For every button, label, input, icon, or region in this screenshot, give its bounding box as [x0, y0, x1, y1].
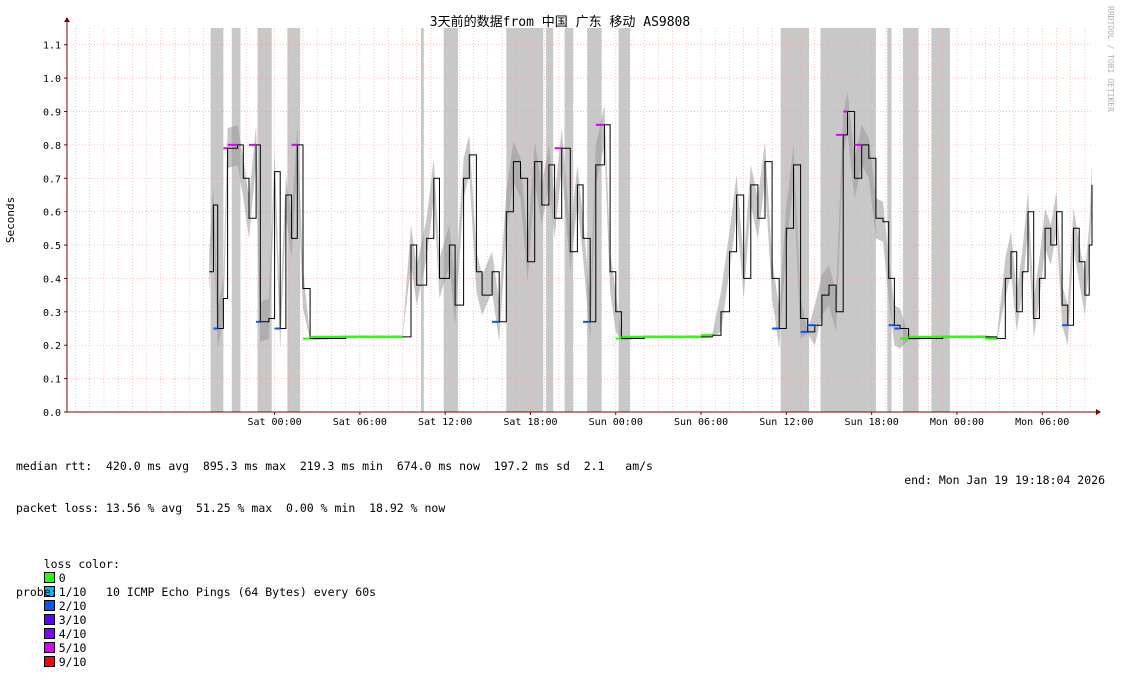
loss-band: [780, 28, 810, 412]
loss-band: [257, 28, 272, 412]
loss-swatch: [43, 656, 55, 667]
loss-band: [820, 28, 876, 412]
axes: [64, 17, 1101, 415]
loss-band: [618, 28, 630, 412]
y-tick-label: 0.2: [43, 341, 61, 352]
loss-band: [887, 28, 892, 412]
latency-chart: 3天前的数据from 中国 广东 移动 AS9808 Seconds RRDTO…: [4, 6, 1115, 428]
y-tick-label: 0.5: [43, 241, 61, 252]
rtt-median-line: [209, 111, 1093, 339]
probe-value: 10 ICMP Echo Pings (64 Bytes) every 60s: [106, 585, 377, 599]
x-axis-arrow: [1096, 409, 1101, 415]
x-tick-label: Sun 06:00: [674, 417, 728, 428]
x-axis-ticks: Sat 00:00 Sat 06:00 Sat 12:00 Sat 18:00 Sun …: [247, 412, 1069, 428]
y-tick-label: 0.8: [43, 141, 61, 152]
y-axis-label: Seconds: [4, 197, 17, 243]
y-tick-label: 0.9: [43, 107, 61, 118]
end-timestamp: end: Mon Jan 19 19:18:04 2026: [904, 473, 1105, 487]
loss-band: [902, 28, 919, 412]
loss-swatch: [43, 628, 55, 639]
x-tick-label: Sat 06:00: [333, 417, 387, 428]
x-tick-label: Sat 00:00: [247, 417, 301, 428]
loss-band: [443, 28, 458, 412]
loss-swatch: [43, 572, 55, 583]
rtt-series: [209, 91, 1093, 349]
loss-band: [420, 28, 424, 412]
loss-color-item: 4/10: [43, 627, 86, 641]
loss-color-item: 2/10: [43, 599, 86, 613]
loss-color-legend: loss color: 0 1/10 2/10 3/10 4/10 5/10 9…: [16, 543, 653, 669]
loss-color-item: 0: [43, 571, 66, 585]
y-tick-label: 0.0: [43, 408, 61, 419]
y-tick-label: 0.6: [43, 208, 61, 219]
x-tick-label: Sun 00:00: [589, 417, 643, 428]
y-axis-arrow: [64, 17, 70, 22]
stats-legend: median rtt: 420.0 ms avg 895.3 ms max 21…: [16, 431, 653, 669]
probe-label: probe:: [16, 585, 58, 599]
loss-color-item: 3/10: [43, 613, 86, 627]
x-tick-label: Sun 12:00: [759, 417, 813, 428]
x-tick-label: Mon 00:00: [930, 417, 984, 428]
loss-band: [546, 28, 554, 412]
grid: [67, 28, 1092, 413]
y-tick-label: 1.1: [43, 41, 61, 52]
rtt-smoke-band: [209, 91, 1092, 349]
y-tick-label: 0.7: [43, 174, 61, 185]
loss-swatch: [43, 614, 55, 625]
y-tick-label: 0.4: [43, 274, 61, 285]
loss-swatch: [43, 600, 55, 611]
x-tick-label: Sat 18:00: [503, 417, 557, 428]
chart-title: 3天前的数据from 中国 广东 移动 AS9808: [430, 14, 690, 30]
loss-band: [231, 28, 241, 412]
y-tick-label: 0.1: [43, 375, 61, 386]
loss-swatch: [43, 642, 55, 653]
y-tick-label: 0.3: [43, 308, 61, 319]
x-tick-label: Mon 06:00: [1015, 417, 1069, 428]
loss-color-label: loss color:: [43, 557, 120, 571]
x-tick-label: Sun 18:00: [845, 417, 899, 428]
probe-line: probe: 10 ICMP Echo Pings (64 Bytes) eve…: [16, 585, 653, 599]
watermark: RRDTOOL / TOBI OETIKER: [1106, 6, 1115, 112]
x-tick-label: Sat 12:00: [418, 417, 472, 428]
loss-color-item: 5/10: [43, 641, 86, 655]
median-rtt-line: median rtt: 420.0 ms avg 895.3 ms max 21…: [16, 459, 653, 473]
y-tick-label: 1.0: [43, 74, 61, 85]
packet-loss-line: packet loss: 13.56 % avg 51.25 % max 0.0…: [16, 501, 446, 515]
loss-band: [931, 28, 950, 412]
loss-color-item: 9/10: [43, 655, 86, 669]
y-axis-ticks: 0.0 0.1 0.2 0.3 0.4 0.5 0.6 0.7 0.8 0.9 1.0 1.1: [43, 41, 67, 419]
